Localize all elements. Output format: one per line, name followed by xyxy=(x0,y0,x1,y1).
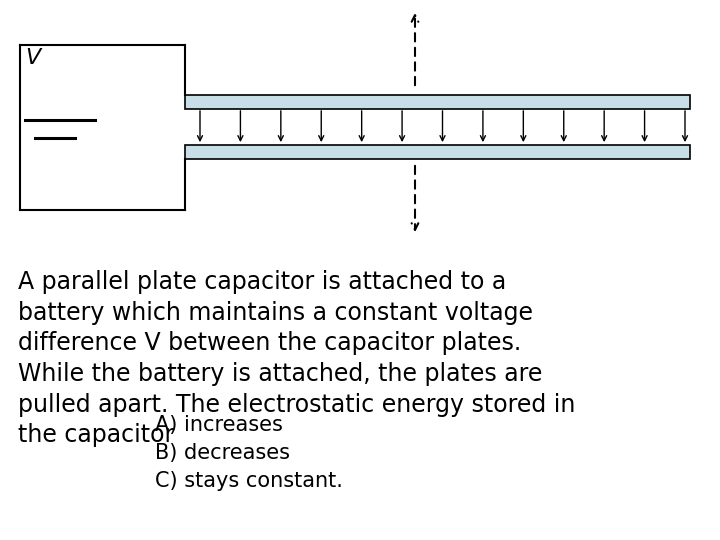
Text: V: V xyxy=(25,48,40,68)
Bar xyxy=(185,95,690,109)
Text: C) stays constant.: C) stays constant. xyxy=(155,471,343,491)
Bar xyxy=(185,145,690,159)
Text: B) decreases: B) decreases xyxy=(155,443,290,463)
Text: A parallel plate capacitor is attached to a
battery which maintains a constant v: A parallel plate capacitor is attached t… xyxy=(18,270,575,447)
Text: A) increases: A) increases xyxy=(155,415,283,435)
